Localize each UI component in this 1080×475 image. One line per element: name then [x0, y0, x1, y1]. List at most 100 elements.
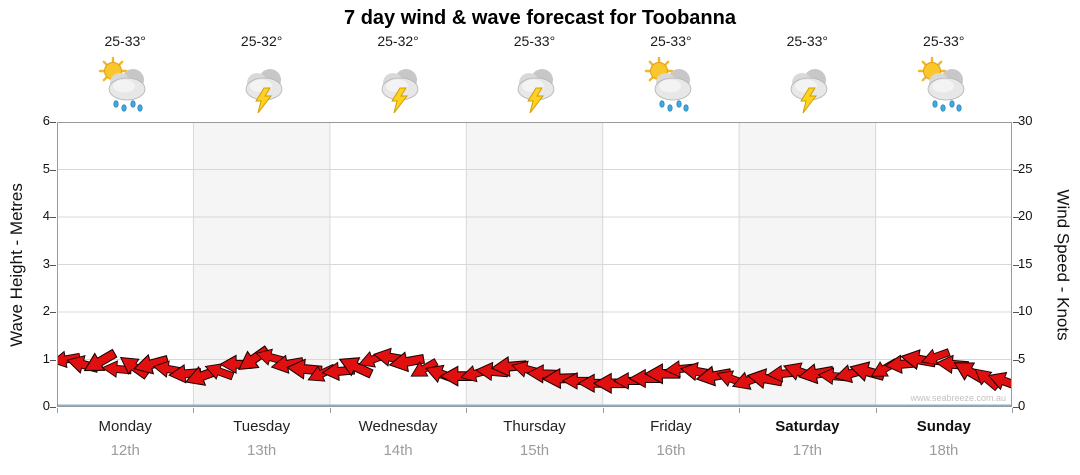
- sun-shower-icon: [99, 56, 146, 112]
- x-axis-date-label: 16th: [656, 442, 686, 459]
- wind-speed-tick-label: 0: [1018, 398, 1026, 413]
- x-axis-day-label: Saturday: [775, 418, 840, 435]
- sun-shower-icon: [644, 56, 692, 112]
- wave-height-tick-label: 3: [42, 255, 50, 271]
- cloud-icon: [245, 69, 283, 101]
- wave-height-tick-label: 0: [42, 398, 50, 413]
- x-axis-day-label: Friday: [650, 418, 692, 435]
- wind-arrow: [338, 357, 374, 379]
- lightning-icon: [800, 87, 818, 114]
- day-column-tuesday: 25-32°: [193, 33, 329, 115]
- x-axis-day-label: Wednesday: [358, 418, 438, 435]
- wind-speed-tick-label: 10: [1018, 303, 1033, 318]
- days-header: 25-33° 25-32° 25-32° 25-33° 25-33° 25-33° 25-3…: [57, 33, 1012, 115]
- temperature-range: 25-33°: [104, 33, 146, 49]
- axis-tick: [50, 169, 56, 171]
- day-column-thursday: 25-33°: [466, 33, 602, 115]
- sun-shower-icon: [917, 56, 965, 112]
- x-axis-day-label: Thursday: [503, 418, 566, 435]
- x-axis-date-label: 18th: [929, 442, 959, 459]
- axis-tick: [50, 217, 56, 218]
- day-column-monday: 25-33°: [57, 33, 193, 115]
- axis-tick: [1013, 122, 1019, 123]
- axis-tick: [50, 407, 56, 408]
- x-axis-tick: [875, 408, 877, 413]
- axis-tick: [1013, 264, 1019, 266]
- wind-speed-tick-label: 5: [1018, 350, 1026, 366]
- x-axis-tick: [193, 408, 195, 413]
- day-column-saturday: 25-33°: [739, 33, 875, 115]
- x-axis-day-label: Sunday: [916, 418, 971, 435]
- axis-tick: [1013, 169, 1019, 171]
- wind-arrow: [664, 360, 695, 378]
- wind-speed-tick-label: 25: [1018, 160, 1033, 176]
- forecast-chart: www.seabreeze.com.au: [50, 122, 1021, 407]
- x-axis-date-label: 12th: [110, 442, 140, 459]
- storm-icon: [381, 69, 419, 114]
- temperature-range: 25-33°: [513, 33, 556, 49]
- wind-arrow: [83, 348, 118, 372]
- storm-icon: [245, 69, 283, 114]
- wind-arrow: [695, 365, 732, 387]
- wind-speed-tick-label: 20: [1018, 208, 1033, 223]
- wind-arrow: [388, 351, 425, 373]
- x-axis-day-label: Tuesday: [233, 418, 291, 435]
- cloud-icon: [108, 69, 146, 101]
- raindrops-icon: [113, 100, 143, 112]
- day-column-sunday: 25-33°: [876, 33, 1012, 115]
- x-axis-date-label: 13th: [247, 442, 277, 459]
- chart-canvas: [50, 122, 1021, 407]
- lightning-icon: [391, 87, 409, 114]
- day-column-friday: 25-33°: [603, 33, 739, 115]
- axis-tick: [50, 264, 56, 266]
- cloud-icon: [927, 69, 965, 101]
- wind-arrow: [255, 348, 286, 366]
- axis-tick: [50, 122, 56, 123]
- storm-icon: [790, 69, 828, 114]
- axis-tick: [1013, 312, 1019, 313]
- x-axis-tick: [1012, 408, 1013, 413]
- temperature-range: 25-32°: [377, 33, 419, 49]
- x-axis-tick: [57, 408, 58, 413]
- x-axis-date-label: 15th: [519, 442, 550, 459]
- wind-arrow: [410, 358, 439, 377]
- cloud-icon: [790, 69, 828, 101]
- wind-arrow: [204, 363, 235, 381]
- x-axis-tick: [739, 408, 741, 413]
- raindrops-icon: [932, 100, 962, 112]
- wave-height-tick-label: 1: [42, 350, 50, 366]
- day-column-wednesday: 25-32°: [330, 33, 466, 115]
- wind-arrow: [490, 355, 528, 378]
- x-axis-day-label: Monday: [98, 418, 152, 435]
- plot-border: [57, 122, 1012, 407]
- wind-arrow: [541, 367, 579, 390]
- temperature-range: 25-33°: [650, 33, 692, 49]
- wind-arrow: [133, 353, 170, 375]
- wave-height-tick-label: 6: [42, 113, 50, 128]
- axis-tick: [1013, 217, 1019, 218]
- wind-arrow: [797, 363, 835, 385]
- cloud-icon: [654, 69, 692, 101]
- wind-arrow: [270, 354, 305, 374]
- watermark: www.seabreeze.com.au: [910, 393, 1006, 403]
- right-axis-title: Wind Speed - Knots: [1048, 122, 1078, 407]
- x-axis-date-label: 17th: [792, 442, 822, 459]
- x-axis-tick: [466, 408, 468, 413]
- axis-tick: [50, 312, 56, 313]
- wind-speed-tick-label: 30: [1018, 113, 1033, 128]
- lightning-icon: [527, 87, 545, 114]
- x-axis-tick: [329, 408, 331, 413]
- storm-icon: [518, 69, 555, 114]
- wave-height-tick-label: 5: [42, 160, 50, 176]
- cloud-icon: [518, 69, 555, 101]
- raindrops-icon: [659, 100, 689, 112]
- wave-height-tick-label: 4: [42, 208, 50, 223]
- temperature-range: 25-33°: [786, 33, 829, 49]
- wind-arrow: [920, 348, 951, 366]
- axis-tick: [1013, 407, 1019, 408]
- temperature-range: 25-33°: [923, 33, 965, 49]
- x-axis-date-label: 14th: [383, 442, 413, 459]
- wind-speed-tick-label: 15: [1018, 255, 1033, 271]
- axis-tick: [50, 359, 56, 361]
